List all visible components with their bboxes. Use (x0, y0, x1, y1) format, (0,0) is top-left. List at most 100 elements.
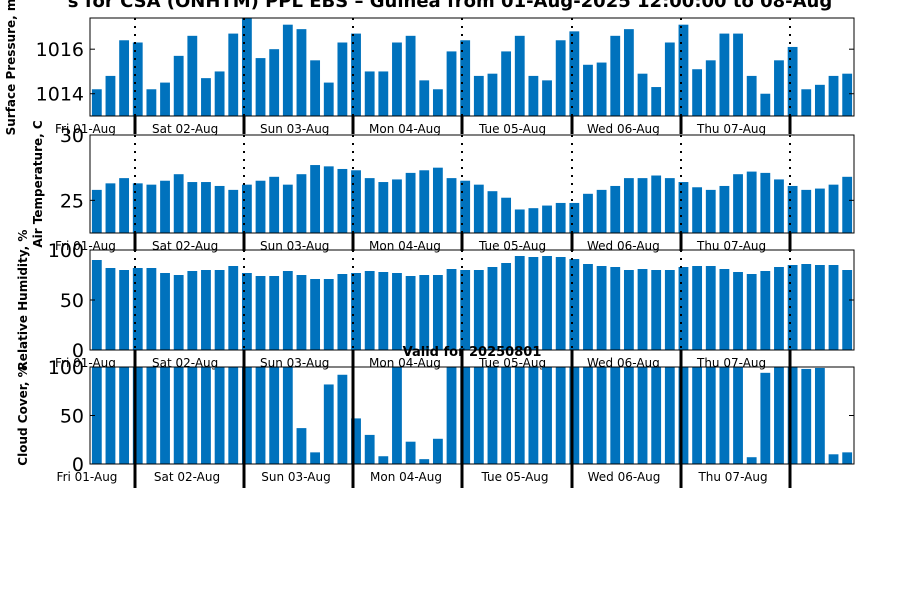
bar (269, 176, 280, 233)
bar (241, 184, 252, 233)
bar (664, 42, 675, 116)
bar (201, 78, 211, 116)
bar (392, 42, 402, 116)
bar (774, 367, 784, 464)
bar (760, 172, 771, 233)
x-tick-label: Wed 06-Aug (587, 239, 660, 253)
bar (132, 367, 143, 464)
x-tick-label: Wed 06-Aug (588, 470, 661, 484)
bar (705, 266, 716, 350)
bar (364, 271, 375, 350)
bar (583, 264, 593, 350)
bar (160, 180, 170, 233)
bar (569, 202, 580, 233)
bar (378, 272, 389, 350)
bar (405, 276, 416, 350)
bar (432, 167, 443, 233)
bar (337, 168, 348, 233)
bar (774, 179, 784, 233)
bar (201, 270, 211, 350)
bar (160, 273, 170, 350)
bar (487, 367, 498, 464)
y-tick-label: 50 (60, 290, 84, 312)
bar (664, 178, 675, 233)
bar (296, 174, 307, 233)
bar (432, 275, 443, 350)
bar (105, 183, 116, 233)
bar (173, 55, 184, 116)
bar (555, 367, 566, 464)
chart-panel-4: 0 50 100 Cloud Cover, % Fri 01-Aug Sat 02-Aug… (16, 357, 855, 488)
bar (610, 185, 621, 233)
bar (623, 178, 634, 233)
bar (255, 58, 266, 116)
bar (514, 35, 525, 116)
bar (596, 62, 607, 116)
chart-panel-1: 1014 1016 Surface Pressure, m Fri 01-Aug Sat… (4, 0, 855, 136)
bar (610, 367, 621, 464)
bar (255, 367, 266, 464)
bar (351, 273, 361, 350)
bar (801, 189, 812, 233)
bar (460, 270, 471, 350)
bar (692, 266, 703, 350)
bar (596, 189, 607, 233)
bar (160, 367, 170, 464)
bar (119, 367, 130, 464)
bar (842, 73, 853, 116)
x-tick-label: Sat 02-Aug (152, 239, 218, 253)
x-tick-label: Sat 02-Aug (154, 470, 220, 484)
bar (555, 257, 566, 350)
bar (705, 189, 716, 233)
bar (569, 367, 580, 464)
bar (337, 274, 348, 350)
bar (364, 71, 375, 116)
bar (91, 189, 102, 233)
bar (787, 265, 798, 350)
x-tick-label: Thu 07-Aug (696, 239, 766, 253)
bar (91, 260, 102, 350)
bar (719, 33, 730, 117)
x-tick-label: Thu 07-Aug (696, 122, 766, 136)
bar (733, 367, 743, 464)
bar (228, 33, 239, 117)
bar (446, 51, 457, 116)
x-tick-label: Sat 02-Aug (152, 122, 218, 136)
bar (719, 269, 730, 350)
bar (473, 184, 484, 233)
bar (269, 367, 280, 464)
bar (705, 367, 716, 464)
bar (610, 267, 621, 350)
bar (282, 271, 293, 350)
bar (514, 367, 525, 464)
bar (610, 35, 621, 116)
bar (637, 73, 648, 116)
x-tick-label: Mon 04-Aug (369, 239, 441, 253)
bar (623, 29, 634, 116)
bar (719, 185, 730, 233)
bar (569, 259, 580, 350)
bar (146, 89, 157, 116)
x-tick-label: Sun 03-Aug (261, 470, 330, 484)
bar (801, 89, 812, 116)
y-axis-label: Air Temperature, C (31, 120, 45, 248)
bar (419, 80, 430, 116)
bar (323, 279, 334, 350)
bar (446, 367, 457, 464)
bar (173, 275, 184, 350)
bar (828, 184, 839, 233)
bar (501, 51, 512, 116)
bar (146, 184, 157, 233)
bar (228, 367, 239, 464)
bar (132, 183, 143, 233)
x-tick-label: Sun 03-Aug (260, 122, 329, 136)
bar (310, 60, 321, 116)
bar (364, 434, 375, 464)
bar (392, 367, 402, 464)
bar (392, 273, 402, 350)
bar (432, 438, 443, 464)
bar (501, 367, 512, 464)
x-tick-label: Fri 01-Aug (57, 470, 118, 484)
bar (105, 367, 116, 464)
bar (282, 367, 293, 464)
